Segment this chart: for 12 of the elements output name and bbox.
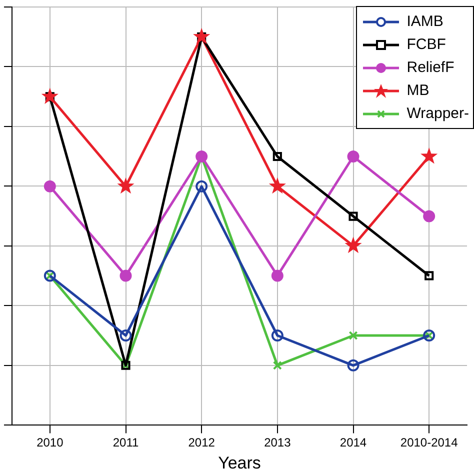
legend-label: MB [406, 82, 430, 99]
x-tick-label: 2012 [188, 436, 216, 450]
x-tick-label: 2011 [112, 436, 139, 450]
x-tick-label: 2010-2014 [400, 436, 458, 450]
x-tick-label: 2014 [340, 436, 367, 450]
legend-label: FCBF [406, 36, 446, 53]
legend-label: IAMB [406, 13, 444, 30]
legend-label: Wrapper- [406, 105, 469, 122]
x-axis-title: Years [218, 453, 261, 472]
legend-label: ReliefF [406, 59, 454, 76]
x-tick-label: 2013 [264, 436, 292, 450]
x-tick-label: 2010 [36, 436, 64, 450]
